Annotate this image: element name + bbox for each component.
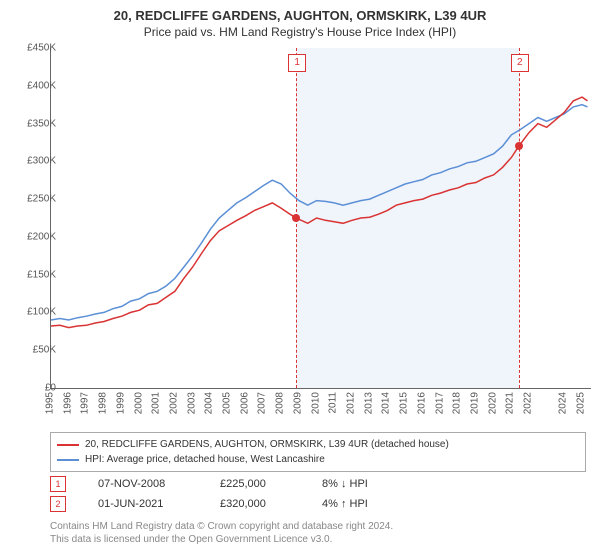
sales-delta-2: 4% ↑ HPI [322,498,368,510]
y-tick-label: £300K [8,156,56,167]
legend: 20, REDCLIFFE GARDENS, AUGHTON, ORMSKIRK… [50,432,586,472]
x-tick-label: 2020 [487,392,498,414]
sales-table: 1 07-NOV-2008 £225,000 8% ↓ HPI 2 01-JUN… [50,474,368,514]
x-tick-label: 2010 [310,392,321,414]
legend-swatch-hpi [57,459,79,461]
x-tick-label: 2007 [257,392,268,414]
x-tick-label: 2003 [186,392,197,414]
y-tick-label: £350K [8,118,56,129]
chart-plot-area: 1 2 [50,48,591,389]
x-tick-label: 1995 [45,392,56,414]
x-tick-label: 2011 [328,392,339,414]
x-tick-label: 2009 [292,392,303,414]
sale-marker-1: 1 [288,54,306,72]
x-tick-label: 2013 [363,392,374,414]
x-tick-label: 1997 [80,392,91,414]
x-tick-label: 2025 [576,392,587,414]
sales-delta-1: 8% ↓ HPI [322,478,368,490]
sales-date-1: 07-NOV-2008 [98,478,188,490]
x-tick-label: 2004 [204,392,215,414]
sale-marker-2: 2 [511,54,529,72]
sales-price-1: £225,000 [220,478,290,490]
legend-swatch-price [57,444,79,446]
sale-dot-2 [515,142,523,150]
sales-marker-1: 1 [50,476,66,492]
x-tick-label: 2000 [133,392,144,414]
chart-subtitle: Price paid vs. HM Land Registry's House … [0,23,600,45]
sales-row-2: 2 01-JUN-2021 £320,000 4% ↑ HPI [50,494,368,514]
attribution-line1: Contains HM Land Registry data © Crown c… [50,520,393,533]
line-plot [51,48,591,388]
legend-item-price: 20, REDCLIFFE GARDENS, AUGHTON, ORMSKIRK… [57,437,579,452]
x-tick-label: 2019 [469,392,480,414]
legend-label-hpi: HPI: Average price, detached house, West… [85,452,325,467]
chart-title: 20, REDCLIFFE GARDENS, AUGHTON, ORMSKIRK… [0,0,600,23]
x-tick-label: 2021 [505,392,516,414]
x-tick-label: 2008 [275,392,286,414]
x-tick-label: 2005 [222,392,233,414]
sales-date-2: 01-JUN-2021 [98,498,188,510]
y-tick-label: £200K [8,231,56,242]
sales-row-1: 1 07-NOV-2008 £225,000 8% ↓ HPI [50,474,368,494]
x-tick-label: 2018 [452,392,463,414]
x-tick-label: 2015 [399,392,410,414]
y-tick-label: £50K [8,345,56,356]
x-tick-label: 2024 [558,392,569,414]
x-tick-label: 2012 [345,392,356,414]
x-tick-label: 2002 [168,392,179,414]
sale-dot-1 [292,214,300,222]
legend-item-hpi: HPI: Average price, detached house, West… [57,452,579,467]
y-tick-label: £250K [8,194,56,205]
x-tick-label: 2022 [523,392,534,414]
y-tick-label: £450K [8,43,56,54]
sales-price-2: £320,000 [220,498,290,510]
x-tick-label: 1996 [62,392,73,414]
y-tick-label: £400K [8,80,56,91]
x-tick-label: 2014 [381,392,392,414]
x-tick-label: 1998 [98,392,109,414]
sales-marker-2: 2 [50,496,66,512]
x-tick-label: 2017 [434,392,445,414]
x-tick-label: 1999 [115,392,126,414]
attribution-line2: This data is licensed under the Open Gov… [50,533,393,546]
attribution: Contains HM Land Registry data © Crown c… [50,520,393,546]
legend-label-price: 20, REDCLIFFE GARDENS, AUGHTON, ORMSKIRK… [85,437,449,452]
x-tick-label: 2006 [239,392,250,414]
x-tick-label: 2016 [416,392,427,414]
x-tick-label: 2001 [151,392,162,414]
y-tick-label: £150K [8,269,56,280]
y-tick-label: £100K [8,307,56,318]
